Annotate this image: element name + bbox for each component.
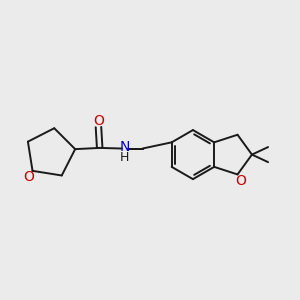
Text: O: O <box>93 114 104 128</box>
Text: O: O <box>235 174 246 188</box>
Text: H: H <box>120 151 130 164</box>
Text: O: O <box>23 170 34 184</box>
Text: N: N <box>120 140 130 154</box>
